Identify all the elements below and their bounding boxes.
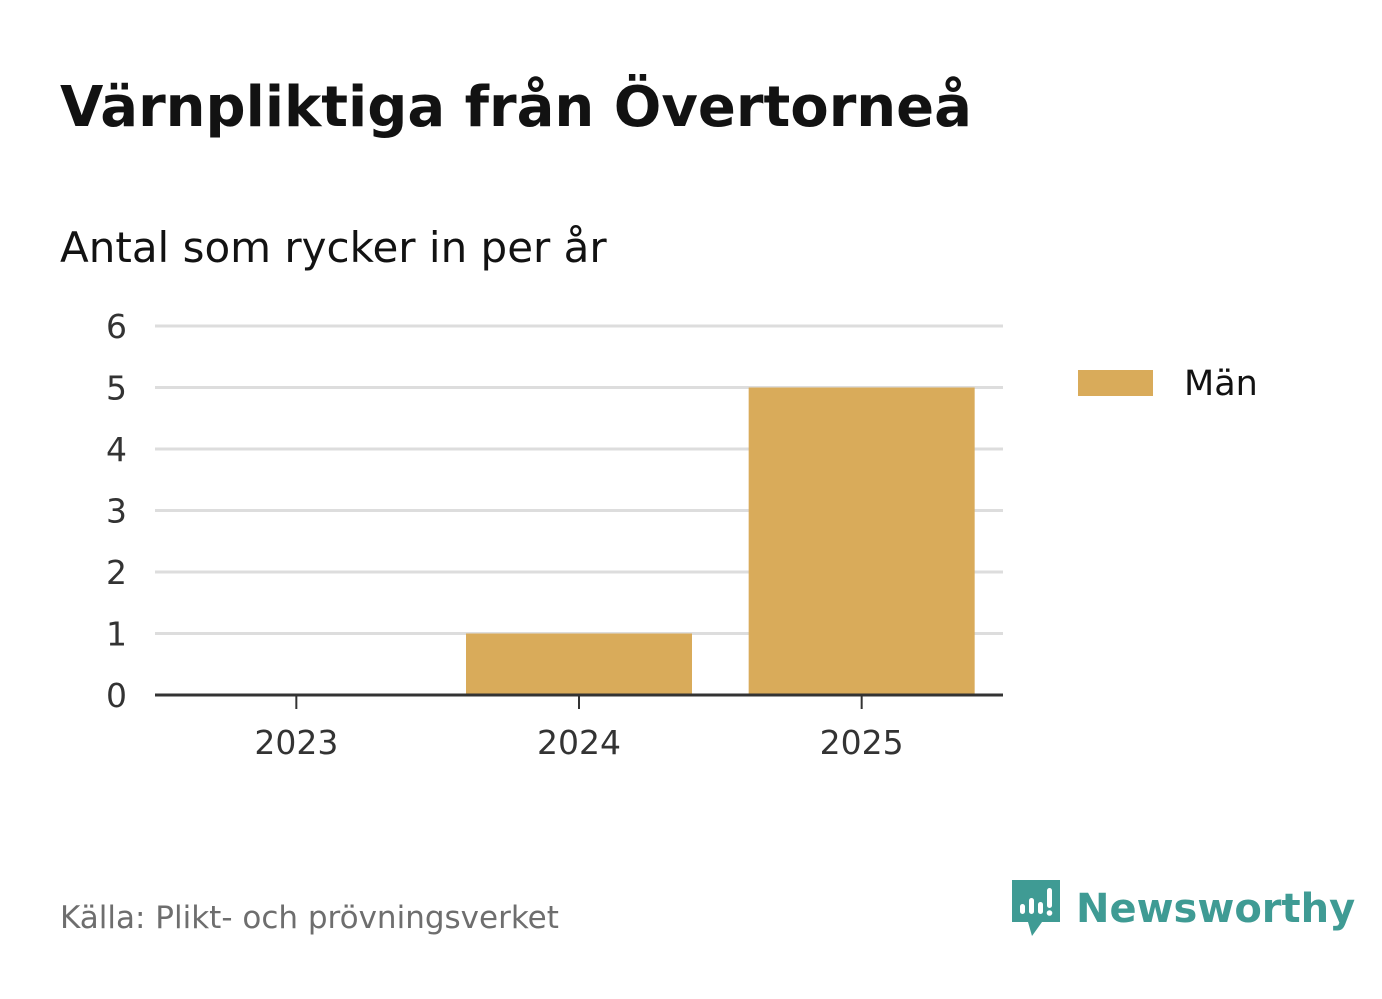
chart-subtitle: Antal som rycker in per år [60,223,607,272]
bar-2025 [748,387,975,695]
legend: Män [1078,364,1258,404]
newsworthy-logo-icon [1012,880,1060,936]
y-tick-label: 4 [106,430,127,469]
x-tick-label: 2024 [537,723,621,762]
axes: 0 1 2 3 4 5 6 2023 2024 2025 [106,307,1003,762]
page-title: Värnpliktiga från Övertorneå [60,75,972,140]
source-note: Källa: Plikt- och prövningsverket [60,900,559,936]
y-tick-label: 5 [106,369,127,408]
bar-2024 [466,633,692,695]
y-tick-label: 2 [106,553,127,592]
x-tick-label: 2025 [820,723,904,762]
legend-label: Män [1184,364,1258,404]
brand-name: Newsworthy [1076,886,1356,932]
y-tick-label: 6 [106,307,127,346]
y-tick-label: 3 [106,492,127,531]
brand-logo-link[interactable]: Newsworthy [1010,878,1355,940]
bars [466,387,975,695]
y-tick-label: 0 [106,676,127,715]
x-tick-label: 2023 [254,723,338,762]
bar-chart: 0 1 2 3 4 5 6 2023 2024 2025 Män [106,307,1258,762]
y-tick-label: 1 [106,615,127,654]
legend-swatch [1078,370,1153,396]
